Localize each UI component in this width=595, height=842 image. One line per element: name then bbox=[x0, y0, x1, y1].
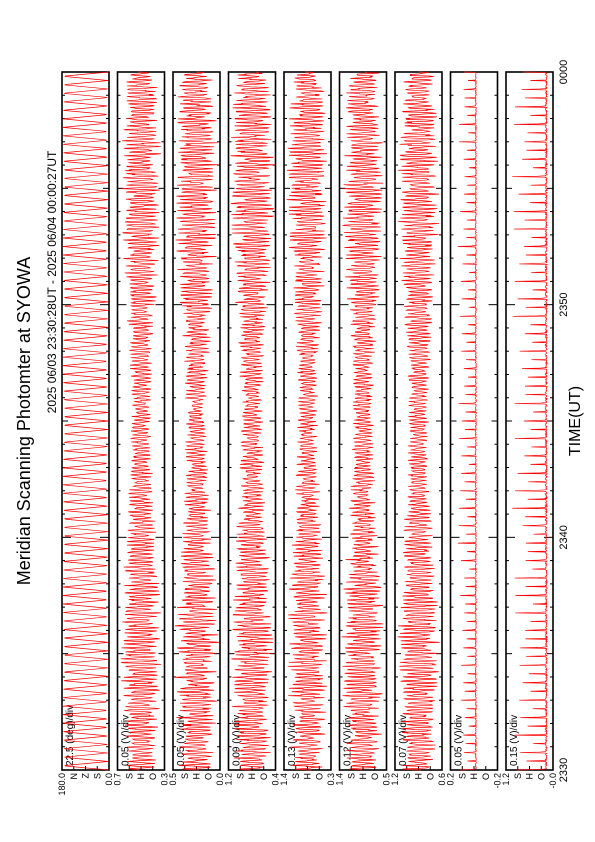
y-tick-label: 1.2 bbox=[224, 773, 234, 786]
x-axis-label: TIME(UT) bbox=[567, 386, 584, 456]
y-tick-label: H bbox=[136, 773, 146, 780]
y-tick-label: S bbox=[457, 773, 467, 779]
y-tick-label: S bbox=[402, 773, 412, 779]
x-tick-label: 2330 bbox=[558, 758, 570, 782]
y-tick-label: -0.0 bbox=[548, 773, 558, 789]
y-tick-label: -0.2 bbox=[493, 773, 503, 789]
y-tick-label: H bbox=[414, 773, 424, 780]
y-tick-label: 0.4 bbox=[271, 773, 281, 786]
scale-label: 0.09 (V)/div bbox=[232, 715, 243, 766]
y-tick-label: 0.3 bbox=[326, 773, 336, 786]
y-tick-label: 1.2 bbox=[501, 773, 511, 786]
y-tick-label: 0.5 bbox=[168, 773, 178, 786]
y-tick-label: 0.6 bbox=[437, 773, 447, 786]
y-tick-label: H bbox=[247, 773, 257, 780]
y-tick-label: 0.7 bbox=[113, 773, 123, 786]
time-range-label: 2025 06/03 23:30:28UT - 2025 06/04 00:00… bbox=[45, 150, 59, 413]
y-tick-label: 1.4 bbox=[279, 773, 289, 786]
y-tick-label: O bbox=[259, 773, 269, 780]
y-tick-label: 0.0 bbox=[215, 773, 225, 786]
y-tick-label: S bbox=[180, 773, 190, 779]
y-tick-label: Z bbox=[81, 773, 91, 779]
scale-label: 0.13 (V)/div bbox=[287, 715, 298, 766]
y-tick-label: S bbox=[346, 773, 356, 779]
scale-label: 0.05 (V)/div bbox=[176, 715, 187, 766]
trace-line bbox=[397, 71, 440, 771]
y-tick-label: S bbox=[235, 773, 245, 779]
y-tick-label: S bbox=[291, 773, 301, 779]
y-tick-label: S bbox=[92, 773, 102, 779]
trace-line bbox=[120, 71, 162, 771]
y-tick-label: S bbox=[513, 773, 523, 779]
scale-label: 0.05 (V)/div bbox=[121, 715, 132, 766]
y-tick-label: H bbox=[358, 773, 368, 780]
y-tick-label: H bbox=[303, 773, 313, 780]
y-tick-label: H bbox=[525, 773, 535, 780]
y-tick-label: 0.3 bbox=[160, 773, 170, 786]
trace-line bbox=[286, 71, 328, 771]
scale-label: 0.15 (V)/div bbox=[509, 715, 520, 766]
panel-frame bbox=[61, 71, 110, 771]
y-tick-label: O bbox=[536, 773, 546, 780]
y-tick-label: O bbox=[203, 773, 213, 780]
chart-title: Meridian Scanning Photomter at SYOWA bbox=[14, 257, 34, 585]
y-tick-label: O bbox=[148, 773, 158, 780]
y-tick-label: O bbox=[370, 773, 380, 780]
y-tick-label: 0.0 bbox=[104, 773, 114, 786]
panel-frame bbox=[449, 71, 499, 771]
x-tick-label: 2350 bbox=[558, 292, 570, 316]
trace-line bbox=[62, 71, 109, 771]
y-tick-label: 0.5 bbox=[382, 773, 392, 786]
y-tick-label: O bbox=[481, 773, 491, 780]
y-tick-label: 1.4 bbox=[335, 773, 345, 786]
y-tick-label: H bbox=[192, 773, 202, 780]
y-tick-label: 1.2 bbox=[390, 773, 400, 786]
y-tick-label: S bbox=[124, 773, 134, 779]
y-tick-label: N bbox=[69, 773, 79, 780]
y-tick-label: O bbox=[314, 773, 324, 780]
y-tick-label: O bbox=[425, 773, 435, 780]
trace-line bbox=[512, 71, 549, 771]
x-tick-label: 2340 bbox=[558, 525, 570, 549]
trace-line bbox=[230, 71, 275, 771]
y-tick-label: H bbox=[469, 773, 479, 780]
y-tick-label: 0.2 bbox=[446, 773, 456, 786]
scale-label: 0.05 (V)/div bbox=[454, 715, 465, 766]
trace-line bbox=[174, 71, 220, 771]
x-tick-label: 0000 bbox=[558, 60, 570, 84]
scale-label: 22.5 (deg)/div bbox=[65, 705, 76, 766]
trace-line bbox=[341, 71, 384, 771]
scale-label: 0.12 (V)/div bbox=[343, 715, 354, 766]
trace-line bbox=[457, 71, 478, 771]
y-tick-label: 180.0 bbox=[57, 773, 67, 796]
